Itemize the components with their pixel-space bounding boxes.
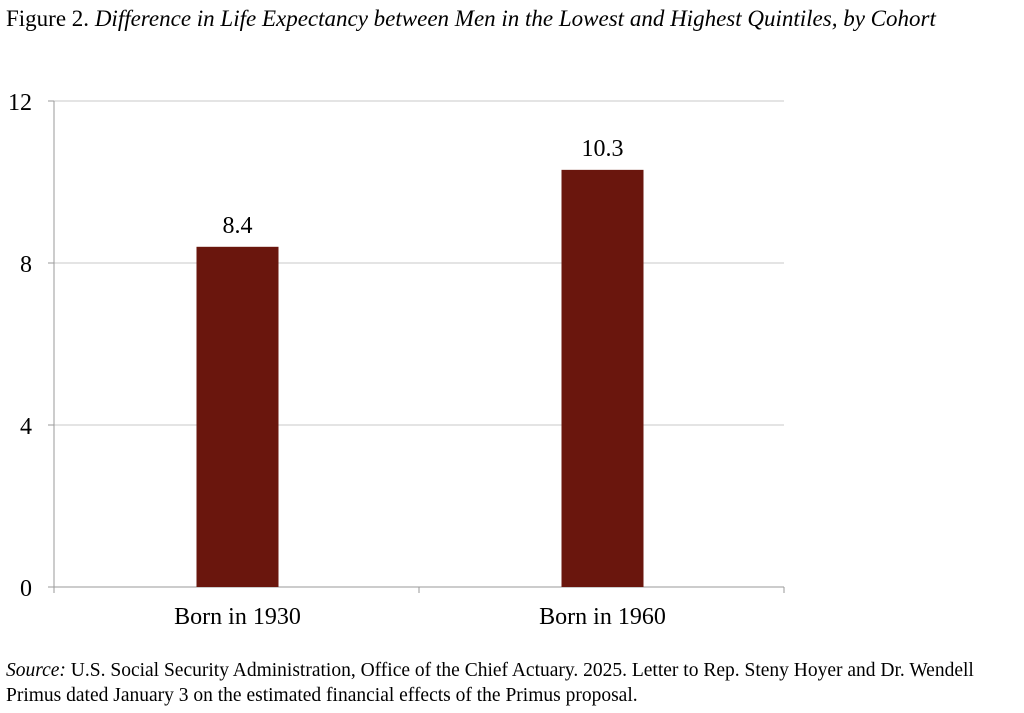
source-note: Source: U.S. Social Security Administrat…: [6, 658, 1016, 708]
bar: [561, 169, 644, 587]
y-tick-label: 12: [8, 90, 32, 116]
data-labels: 8.4 10.3: [223, 136, 624, 239]
axes: [48, 100, 785, 593]
y-tick-label: 8: [20, 252, 32, 278]
data-label: 10.3: [582, 136, 624, 162]
y-tick-label: 4: [20, 414, 32, 440]
figure-title: Figure 2. Difference in Life Expectancy …: [6, 4, 1006, 34]
gridlines: [54, 100, 784, 426]
source-text: U.S. Social Security Administration, Off…: [6, 660, 974, 706]
bar: [196, 246, 279, 588]
data-label: 8.4: [223, 213, 253, 239]
y-tick-label: 0: [20, 576, 32, 602]
x-tick-label: Born in 1930: [174, 604, 301, 630]
source-label: Source:: [6, 660, 66, 681]
figure-title-italic: Difference in Life Expectancy between Me…: [94, 6, 936, 31]
bars: [196, 169, 644, 588]
x-tick-labels: Born in 1930 Born in 1960: [174, 604, 666, 630]
figure-label: Figure 2.: [6, 6, 90, 31]
x-tick-label: Born in 1960: [539, 604, 666, 630]
y-tick-labels: 0 4 8 12: [8, 90, 32, 602]
